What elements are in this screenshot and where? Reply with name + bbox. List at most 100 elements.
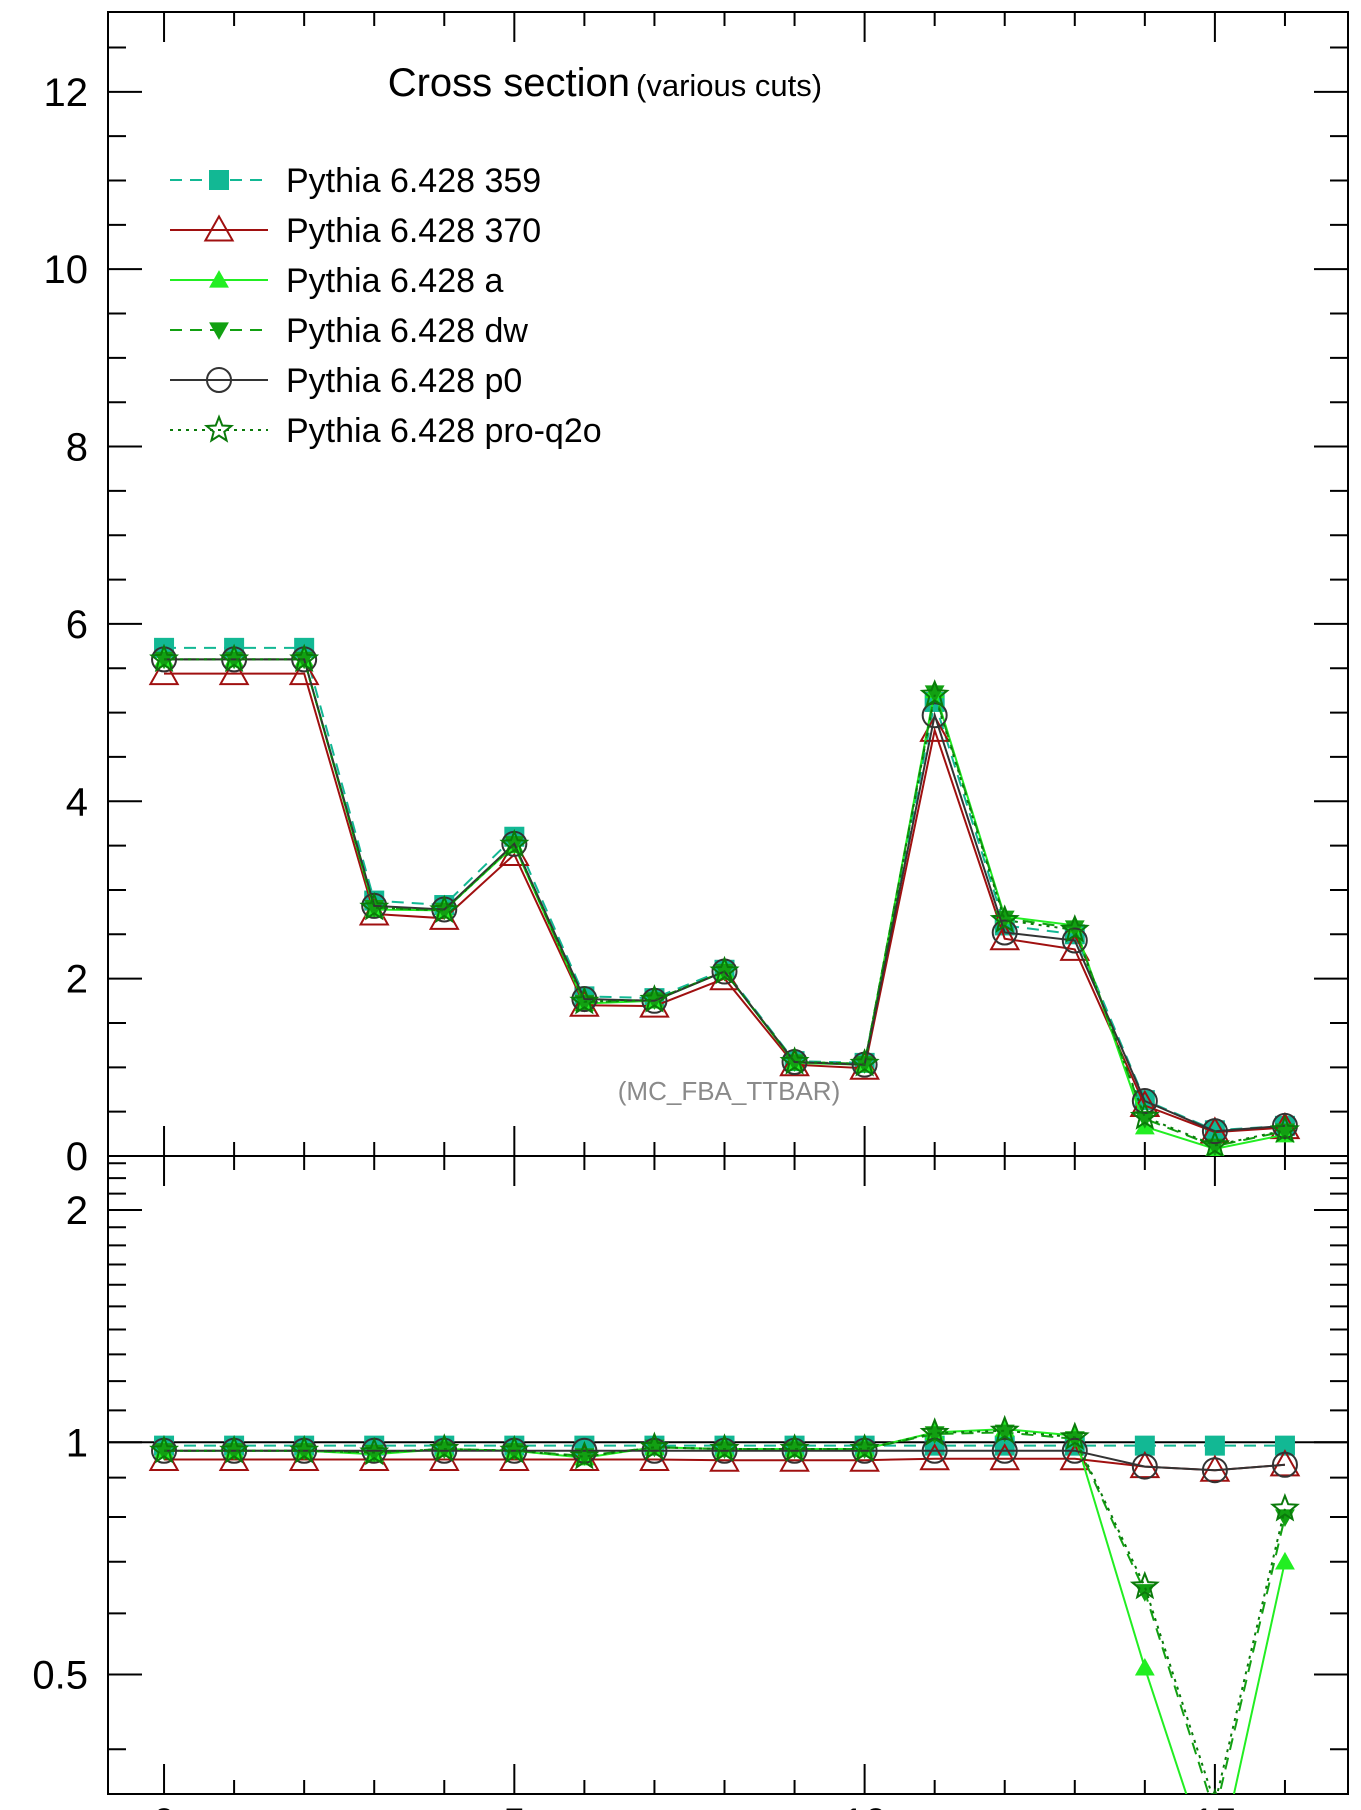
legend-label: Pythia 6.428 370 — [286, 212, 541, 250]
data-point — [1274, 1435, 1295, 1456]
data-point — [359, 1436, 390, 1466]
data-point — [989, 1443, 1021, 1471]
data-point — [991, 919, 1018, 946]
data-point — [1061, 927, 1088, 954]
data-point — [218, 657, 250, 686]
data-point — [1064, 1431, 1085, 1449]
data-point — [364, 900, 385, 918]
data-point — [219, 643, 250, 673]
main-y-tick-label: 0 — [66, 1135, 88, 1179]
ratio-series-layer — [148, 1414, 1301, 1794]
data-point — [429, 1433, 460, 1462]
x-tick-label: 0 — [153, 1801, 175, 1810]
ratio-y-tick-label: 2 — [66, 1189, 88, 1233]
ratio-series-2 — [154, 1419, 1295, 1794]
data-point — [203, 414, 235, 443]
data-point — [499, 828, 530, 858]
data-point — [1269, 1114, 1300, 1144]
data-point — [219, 1434, 250, 1464]
data-point — [849, 1048, 880, 1077]
main-series-clip — [148, 637, 1301, 1156]
main-series-5 — [149, 643, 1300, 1156]
data-point — [919, 1417, 950, 1446]
data-point — [1061, 1437, 1088, 1464]
data-point — [224, 651, 245, 670]
ratio-series-5 — [149, 1414, 1300, 1794]
data-point — [1275, 1123, 1295, 1142]
ratio-y-tick-label: 0.5 — [32, 1653, 88, 1697]
data-point — [364, 1444, 385, 1463]
legend: Pythia 6.428 359 Pythia 6.428 370 Pythia 6… — [170, 162, 602, 450]
data-point — [1199, 1129, 1230, 1156]
legend-entry: Pythia 6.428 p0 — [170, 362, 522, 400]
data-point — [499, 1434, 530, 1464]
data-point — [919, 679, 950, 708]
analysis-annotation: (MC_FBA_TTBAR) — [618, 1076, 840, 1106]
main-y-tick-label: 2 — [66, 958, 88, 1002]
data-point — [1275, 1509, 1295, 1527]
data-point — [989, 1414, 1020, 1444]
data-point — [709, 1433, 740, 1462]
data-point — [784, 1054, 805, 1072]
main-series-layer — [148, 637, 1301, 1156]
data-point — [288, 657, 320, 686]
main-series-line — [164, 658, 1285, 1133]
ratio-series-clip — [148, 1414, 1301, 1794]
legend-entry: Pythia 6.428 370 — [170, 212, 541, 250]
data-point — [504, 1443, 525, 1461]
ratio-series-line — [164, 1457, 1285, 1472]
data-point — [1269, 1493, 1300, 1522]
chart-subtitle: (various cuts) — [636, 68, 822, 103]
data-point — [1204, 1435, 1225, 1456]
ratio-series-3 — [154, 1424, 1295, 1794]
x-tick-label: 10 — [842, 1801, 887, 1810]
data-point — [639, 1431, 670, 1461]
main-y-tick-labels: 0 2 4 6 8 10 12 — [44, 71, 89, 1179]
main-series-line — [164, 658, 1286, 1148]
data-point — [209, 322, 229, 340]
data-point — [1059, 1421, 1090, 1451]
ratio-series-line — [164, 1449, 1285, 1472]
legend-label: Pythia 6.428 dw — [286, 312, 528, 350]
chart-title: Cross section — [388, 61, 630, 105]
data-point — [569, 1440, 600, 1470]
data-point — [1129, 1570, 1160, 1600]
data-point — [1059, 914, 1090, 943]
data-point — [294, 1443, 315, 1461]
ratio-y-tick-label: 1 — [66, 1421, 88, 1465]
ratio-y-tick-labels: 0.5 1 2 — [32, 1189, 88, 1697]
data-point — [1201, 1118, 1228, 1145]
legend-entry: Pythia 6.428 dw — [170, 312, 528, 350]
data-point — [149, 1434, 180, 1464]
data-point — [709, 955, 740, 985]
data-point — [1271, 1451, 1298, 1478]
x-tick-label: 15 — [1193, 1801, 1238, 1810]
main-y-tick-label: 10 — [44, 248, 89, 292]
ratio-series-line — [164, 1431, 1286, 1794]
main-axis-ticks — [108, 12, 1348, 1157]
data-point — [921, 702, 948, 729]
data-point — [779, 1433, 810, 1462]
data-point — [991, 1437, 1018, 1464]
main-y-tick-label: 6 — [66, 603, 88, 647]
data-point — [849, 1433, 880, 1462]
data-point — [154, 651, 174, 670]
main-series-line — [164, 646, 1285, 1132]
ratio-axis-ticks — [108, 1156, 1348, 1794]
x-tick-labels: 0 5 10 15 — [153, 1801, 1237, 1810]
main-y-tick-label: 4 — [66, 780, 88, 824]
main-y-tick-label: 12 — [44, 71, 89, 115]
data-point — [849, 1052, 880, 1080]
data-point — [209, 170, 229, 190]
data-point — [1275, 1551, 1295, 1570]
legend-label: Pythia 6.428 359 — [286, 162, 541, 200]
data-point — [206, 367, 232, 393]
main-series-line — [164, 672, 1285, 1134]
data-point — [154, 1443, 174, 1461]
main-series-line — [164, 658, 1286, 1147]
data-point — [1134, 1111, 1155, 1129]
data-point — [779, 1046, 810, 1075]
data-point — [1134, 1657, 1155, 1676]
legend-entry: Pythia 6.428 a — [170, 262, 503, 300]
